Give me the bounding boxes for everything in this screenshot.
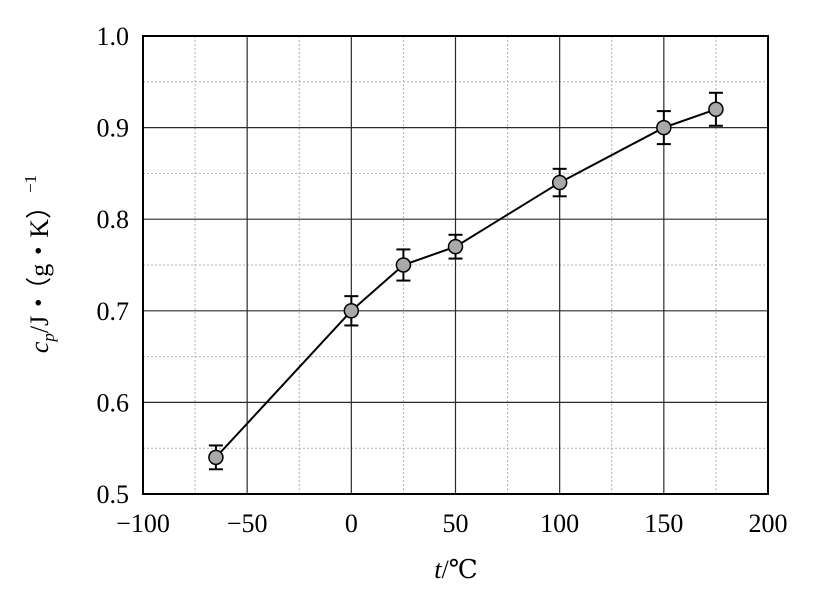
- x-tick-label: 50: [443, 509, 469, 538]
- data-point: [708, 101, 724, 118]
- x-tick-label: 150: [644, 509, 683, 538]
- y-axis-subscript: p: [39, 333, 58, 343]
- grid: [143, 36, 768, 494]
- series-line: [215, 108, 717, 459]
- y-tick-label: 0.5: [97, 480, 130, 509]
- x-tick-label: 200: [749, 509, 788, 538]
- y-tick-label: 0.6: [97, 388, 130, 417]
- data-series: [208, 91, 724, 471]
- x-axis-variable: t: [434, 555, 442, 584]
- y-tick-label: 0.9: [97, 114, 130, 143]
- x-tick-label: 100: [540, 509, 579, 538]
- x-tick-label: 0: [345, 509, 358, 538]
- data-point: [551, 174, 568, 191]
- x-axis-title: t/℃: [434, 555, 478, 584]
- data-point: [447, 238, 464, 255]
- plot-frame: [142, 35, 769, 495]
- y-tick-label: 0.7: [97, 297, 130, 326]
- data-point: [395, 257, 412, 273]
- y-tick-label: 1.0: [97, 22, 130, 51]
- x-tick-label: −50: [227, 509, 268, 538]
- y-axis-title: cp/J・（g・K）−1: [21, 175, 58, 353]
- y-axis-unit: /J・（g・K）: [25, 193, 54, 333]
- data-point: [208, 449, 224, 466]
- ticks: −100 −50 0 50 100 150 200 0.5 0.6 0.7 0.8 0.9 1.0: [97, 22, 788, 538]
- y-tick-label: 0.8: [97, 205, 130, 234]
- data-point: [343, 303, 360, 319]
- data-point: [656, 119, 672, 136]
- y-axis-variable: c: [25, 341, 54, 353]
- x-tick-label: −100: [116, 509, 170, 538]
- x-axis-unit: /℃: [441, 555, 477, 584]
- y-axis-superscript: −1: [21, 175, 40, 193]
